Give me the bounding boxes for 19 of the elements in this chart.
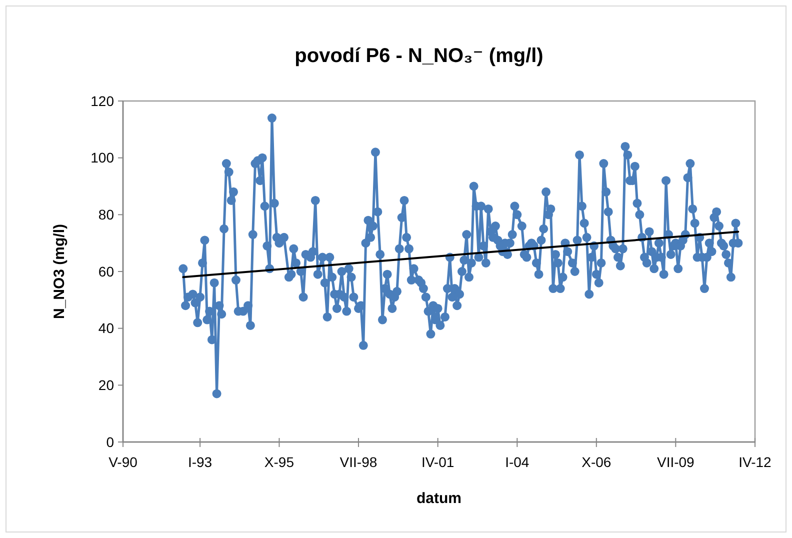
x-tick-label: X-06 <box>582 454 612 470</box>
y-tick-label: 40 <box>98 320 114 336</box>
y-tick-label: 20 <box>98 377 114 394</box>
chart-title: povodí P6 - N_NO₃⁻ (mg/l) <box>294 45 544 67</box>
x-tick-label: I-04 <box>505 454 530 470</box>
x-axis-title: datum <box>416 490 462 507</box>
x-tick-label: X-95 <box>264 454 294 470</box>
x-tick-label: IV-01 <box>421 454 454 470</box>
y-tick-label: 120 <box>90 92 114 109</box>
x-tick-label: VII-98 <box>340 454 378 470</box>
y-tick-label: 100 <box>90 150 114 166</box>
x-tick-label: I-93 <box>188 454 212 470</box>
y-tick-label: 60 <box>98 263 114 280</box>
y-tick-label: 80 <box>98 206 114 223</box>
x-tick-label: V-90 <box>108 454 138 470</box>
y-tick-label: 0 <box>106 434 114 450</box>
x-tick-label: VII-09 <box>656 454 695 470</box>
x-tick-label: IV-12 <box>738 454 772 470</box>
y-axis-title: N_NO3 (mg/l) <box>51 224 68 320</box>
